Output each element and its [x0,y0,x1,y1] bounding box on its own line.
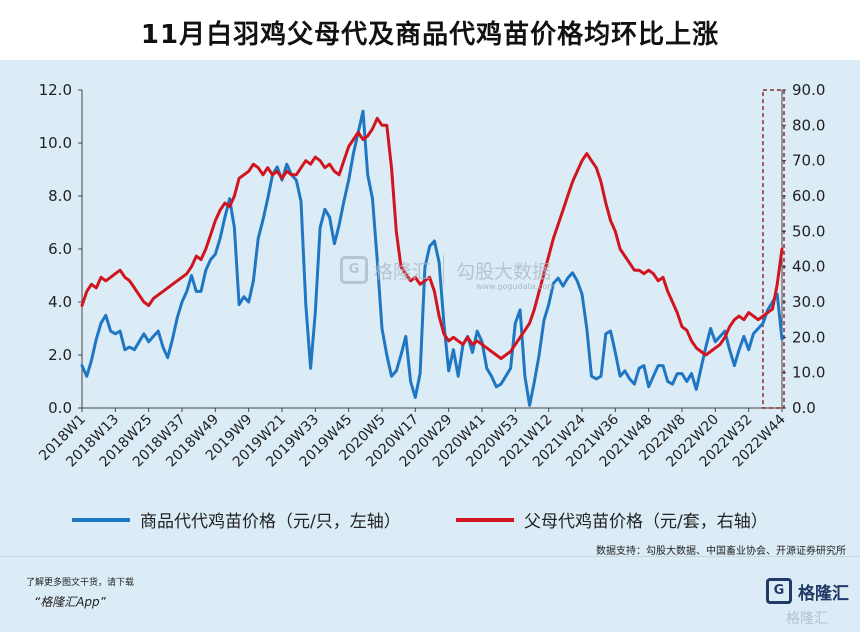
legend-swatch-red [456,517,514,522]
watermark-name: 勾股大数据 [456,260,552,283]
y-left-tick-label: 0.0 [48,399,72,417]
y-left-tick-label: 12.0 [39,81,72,99]
footer-watermark: 格隆汇 [786,608,828,628]
source-note: 数据支持：勾股大数据、中国畜业协会、开源证券研究所 [596,546,846,557]
y-right-tick-label: 50.0 [792,222,825,240]
legend-swatch-blue [72,517,130,522]
legend-item-right: 父母代鸡苗价格（元/套，右轴） [456,507,768,532]
legend-item-left: 商品代代鸡苗价格（元/只，左轴） [72,507,401,532]
gelonghui-logo-icon: G [766,578,792,604]
y-right-tick-label: 20.0 [792,328,825,346]
y-right-tick-label: 10.0 [792,364,825,382]
download-note: 了解更多图文干货，请下载 [26,578,135,588]
watermark-logo-icon: G [340,256,368,284]
y-right-tick-label: 30.0 [792,293,825,311]
highlight-box [762,89,785,409]
watermark: G 格隆汇 勾股大数据 [340,255,551,285]
legend-label-left: 商品代代鸡苗价格（元/只，左轴） [140,512,401,532]
footer-divider [0,556,860,557]
legend-label-right: 父母代鸡苗价格（元/套，右轴） [524,512,768,532]
footer-watermark-text: 格隆汇 [786,611,828,627]
chart-title: 11月白羽鸡父母代及商品代鸡苗价格均环比上涨 [140,20,720,50]
y-left-tick-label: 2.0 [48,346,72,364]
watermark-brand: 格隆汇 [374,260,432,283]
logo-text: 格隆汇 [798,583,849,604]
y-left-tick-label: 6.0 [48,240,72,258]
y-right-tick-label: 0.0 [792,399,816,417]
chart-legend: 商品代代鸡苗价格（元/只，左轴） 父母代鸡苗价格（元/套，右轴） [0,507,860,537]
chart-series [80,109,784,407]
y-right-tick-label: 70.0 [792,152,825,170]
gelonghui-logo: G 格隆汇 [766,578,849,604]
app-name: “格隆汇App” [34,595,106,609]
plot-area: 0.0 2.0 4.0 6.0 8.0 10.0 12.0 0.0 10.0 20.0 30.0 40… [0,60,860,632]
y-left-tick-label: 8.0 [48,187,72,205]
y-right-tick-label: 90.0 [792,81,825,99]
y-right-tick-label: 80.0 [792,116,825,134]
watermark-url: www.gogudata.com [476,282,556,291]
series-line-red [80,116,784,360]
y-left-tick-label: 10.0 [39,134,72,152]
series-line-blue [80,109,784,407]
y-left-tick-label: 4.0 [48,293,72,311]
line-chart: 0.0 2.0 4.0 6.0 8.0 10.0 12.0 0.0 10.0 20.0 30.0 40… [36,81,825,470]
y-right-tick-label: 60.0 [792,187,825,205]
watermark-separator [443,255,445,285]
y-right-tick-label: 40.0 [792,258,825,276]
